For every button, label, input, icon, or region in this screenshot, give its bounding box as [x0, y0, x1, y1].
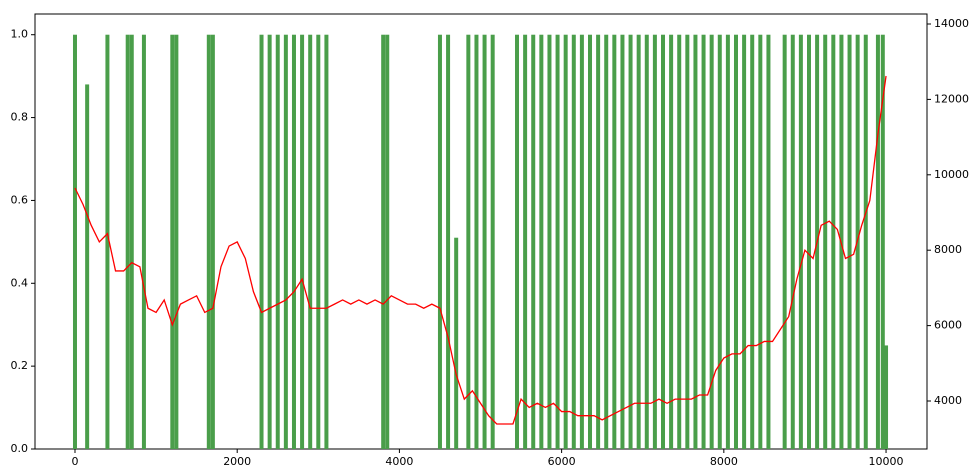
bar: [588, 34, 593, 449]
bar: [291, 34, 296, 449]
bar: [267, 34, 272, 449]
y-tick-label: 0.8: [11, 111, 29, 124]
bar: [555, 34, 560, 449]
bar: [733, 34, 738, 449]
bar: [758, 34, 763, 449]
bar: [831, 34, 836, 449]
bar: [105, 34, 110, 449]
price-line: [74, 75, 887, 425]
bar: [381, 34, 386, 449]
bar: [125, 34, 130, 449]
bar: [782, 34, 787, 449]
bar: [385, 34, 390, 449]
bar: [652, 34, 657, 449]
bar: [446, 34, 451, 449]
y2-tick-label: 14000: [934, 17, 969, 30]
bar: [669, 34, 674, 449]
bar: [823, 34, 828, 449]
bar: [72, 34, 77, 449]
bar: [170, 34, 175, 449]
bar: [884, 345, 889, 449]
bar: [259, 34, 264, 449]
bar: [308, 34, 313, 449]
bar: [210, 34, 215, 449]
bar: [571, 34, 576, 449]
bar: [677, 34, 682, 449]
bar: [437, 34, 442, 449]
bar: [466, 34, 471, 449]
bar: [766, 34, 771, 449]
bar: [742, 34, 747, 449]
bar: [490, 34, 495, 449]
y-tick-label: 0.6: [11, 193, 29, 206]
bar: [612, 34, 617, 449]
x-tick-label: 8000: [710, 455, 738, 468]
bar: [725, 34, 730, 449]
bar: [628, 34, 633, 449]
bar: [316, 34, 321, 449]
bar: [863, 34, 868, 449]
bar: [174, 34, 179, 449]
y-tick-label: 0.4: [11, 276, 29, 289]
bar: [523, 34, 528, 449]
bar: [300, 34, 305, 449]
bar: [604, 34, 609, 449]
bar: [620, 34, 625, 449]
bar: [129, 34, 134, 449]
bar: [636, 34, 641, 449]
bar: [563, 34, 568, 449]
y2-tick-label: 6000: [934, 319, 962, 332]
bar: [324, 34, 329, 449]
y-tick-label: 1.0: [11, 28, 29, 41]
bar: [515, 34, 520, 449]
y-tick-label: 0.2: [11, 359, 29, 372]
y2-tick-label: 8000: [934, 243, 962, 256]
bar: [685, 34, 690, 449]
bar: [141, 34, 146, 449]
y2-tick-label: 12000: [934, 92, 969, 105]
bar: [474, 34, 479, 449]
bar: [661, 34, 666, 449]
bar: [539, 34, 544, 449]
plot-frame: [34, 13, 928, 450]
bar: [596, 34, 601, 449]
bar: [482, 34, 487, 449]
y2-tick-label: 4000: [934, 394, 962, 407]
bar: [790, 34, 795, 449]
bar: [875, 34, 880, 449]
bar: [880, 34, 885, 449]
bar: [275, 34, 280, 449]
bar: [85, 84, 90, 449]
x-tick-label: 10000: [869, 455, 904, 468]
bar: [847, 34, 852, 449]
y2-tick-label: 10000: [934, 168, 969, 181]
x-tick-label: 0: [71, 455, 78, 468]
bar: [547, 34, 552, 449]
bar: [806, 34, 811, 449]
x-tick-label: 6000: [548, 455, 576, 468]
bar: [644, 34, 649, 449]
bar: [283, 34, 288, 449]
bar: [750, 34, 755, 449]
x-tick-label: 2000: [223, 455, 251, 468]
bar: [798, 34, 803, 449]
bar: [206, 34, 211, 449]
bar: [693, 34, 698, 449]
bar: [709, 34, 714, 449]
bar: [701, 34, 706, 449]
bar: [717, 34, 722, 449]
y-tick-label: 0.0: [11, 442, 29, 455]
bar: [531, 34, 536, 449]
x-tick-label: 4000: [385, 455, 413, 468]
bar: [454, 237, 459, 449]
bar: [579, 34, 584, 449]
